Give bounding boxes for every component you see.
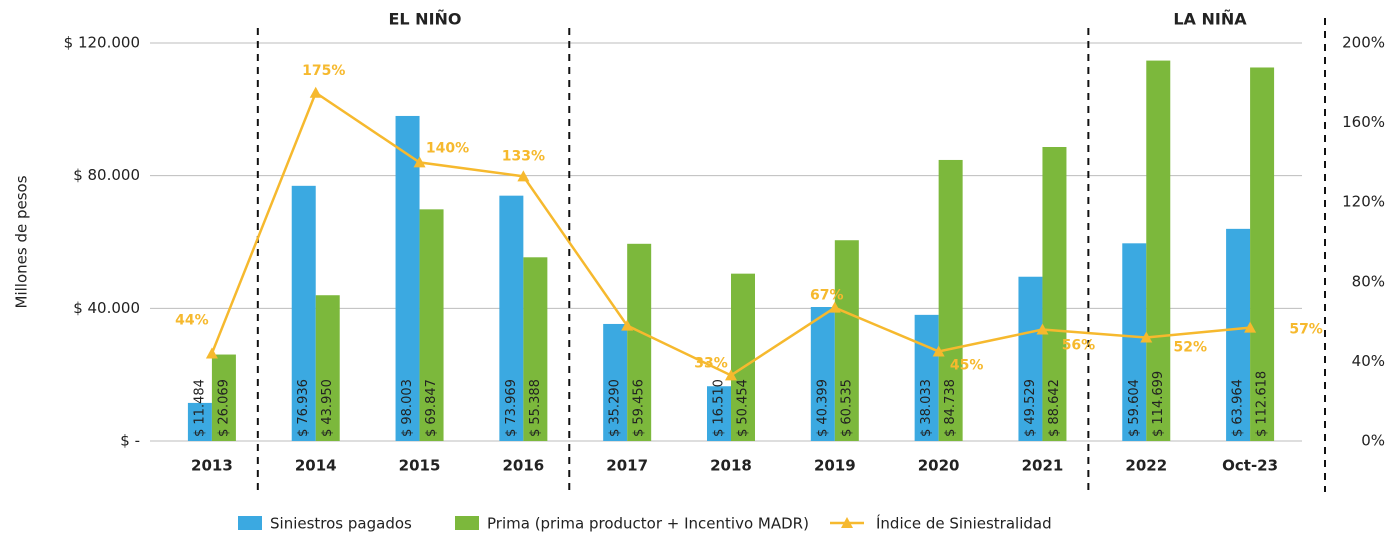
bar-label: $ 43.950	[320, 379, 335, 437]
x-tick-label: 2021	[1022, 457, 1064, 475]
x-tick-label: Oct-23	[1222, 457, 1278, 475]
marker	[1244, 321, 1257, 333]
point-label: 44%	[175, 312, 209, 328]
x-tick-label: 2014	[295, 457, 337, 475]
bar	[291, 185, 316, 441]
bar-label: $ 49.529	[1023, 379, 1038, 437]
bar	[1226, 228, 1251, 441]
x-tick-label: 2019	[814, 457, 856, 475]
bar-label: $ 76.936	[296, 379, 311, 437]
marker	[517, 170, 530, 182]
y-tick-label: $ -	[120, 432, 140, 450]
y-tick-label: $ 120.000	[64, 34, 140, 52]
bar	[707, 386, 731, 441]
bar-label: $ 63.964	[1231, 379, 1246, 437]
bar-label: $ 60.535	[839, 379, 854, 437]
bar	[395, 115, 420, 441]
bar-label: $ 59.604	[1127, 379, 1142, 437]
x-tick-label: 2013	[191, 457, 233, 475]
marker	[1036, 323, 1049, 335]
marker	[309, 86, 322, 98]
point-label: 33%	[694, 355, 728, 371]
bar-label: $ 55.388	[528, 379, 543, 437]
annotation: LA NIÑA	[1173, 10, 1247, 29]
bar	[914, 314, 939, 441]
x-tick-label: 2020	[918, 457, 960, 475]
bar-label: $ 16.510	[712, 379, 727, 437]
bar-label: $ 88.642	[1047, 379, 1062, 437]
legend-label: Siniestros pagados	[270, 515, 412, 533]
marker	[621, 319, 634, 331]
bar	[938, 159, 963, 441]
bar-label: $ 35.290	[608, 379, 623, 437]
x-tick-label: 2016	[502, 457, 544, 475]
bar-label: $ 50.454	[736, 379, 751, 437]
bar-label: $ 26.069	[216, 379, 231, 437]
y2-tick-label: 80%	[1352, 272, 1385, 290]
marker	[828, 301, 841, 313]
point-label: 57%	[1289, 322, 1323, 338]
marker	[932, 345, 945, 357]
point-label: 52%	[1174, 340, 1208, 356]
marker	[413, 156, 426, 168]
bar	[523, 257, 548, 441]
bar-label: $ 73.969	[504, 379, 519, 437]
marker	[725, 369, 737, 381]
bar-label: $ 40.399	[815, 379, 830, 437]
bar	[1146, 60, 1171, 441]
bar-label: $ 59.456	[632, 379, 647, 437]
bar	[315, 295, 340, 441]
point-label: 45%	[950, 357, 984, 373]
y-tick-label: $ 40.000	[73, 299, 140, 317]
bar-label: $ 38.033	[919, 379, 934, 437]
legend-swatch	[841, 517, 853, 528]
bar-label: $ 69.847	[424, 379, 439, 437]
bar	[810, 307, 835, 441]
bar	[499, 195, 524, 441]
marker	[1140, 331, 1153, 343]
y2-tick-label: 160%	[1342, 113, 1385, 131]
bar	[731, 273, 755, 441]
y-tick-label: $ 80.000	[73, 166, 140, 184]
bar	[211, 354, 236, 441]
bar-label: $ 98.003	[400, 379, 415, 437]
bar	[187, 402, 212, 441]
marker	[205, 347, 218, 359]
bar	[834, 240, 859, 441]
point-label: 175%	[302, 63, 345, 79]
point-label: 133%	[502, 148, 545, 164]
bar-label: $ 112.618	[1255, 371, 1270, 437]
annotation: EL NIÑO	[388, 10, 461, 29]
bar	[1250, 67, 1275, 441]
bar	[1042, 147, 1067, 441]
y2-tick-label: 200%	[1342, 34, 1385, 52]
point-label: 140%	[426, 140, 469, 156]
y2-tick-label: 0%	[1361, 432, 1385, 450]
bar	[419, 209, 444, 441]
bar	[627, 243, 652, 441]
x-tick-label: 2018	[710, 457, 752, 475]
x-tick-label: 2022	[1125, 457, 1167, 475]
legend-swatch	[238, 516, 262, 530]
y-axis-label: Millones de pesos	[13, 175, 31, 308]
x-tick-label: 2015	[399, 457, 441, 475]
bar	[603, 323, 628, 441]
y2-tick-label: 40%	[1352, 352, 1385, 370]
x-tick-label: 2017	[606, 457, 648, 475]
bar-label: $ 11.484	[192, 379, 207, 437]
point-label: 56%	[1062, 338, 1096, 354]
point-label: 67%	[810, 288, 844, 304]
bar-label: $ 84.738	[943, 379, 958, 437]
legend-label: Prima (prima productor + Incentivo MADR)	[487, 515, 809, 533]
legend-swatch	[455, 516, 479, 530]
y2-tick-label: 120%	[1342, 193, 1385, 211]
bar	[1018, 276, 1043, 441]
bar-label: $ 114.699	[1151, 371, 1166, 437]
legend-label: Índice de Siniestralidad	[876, 514, 1052, 533]
